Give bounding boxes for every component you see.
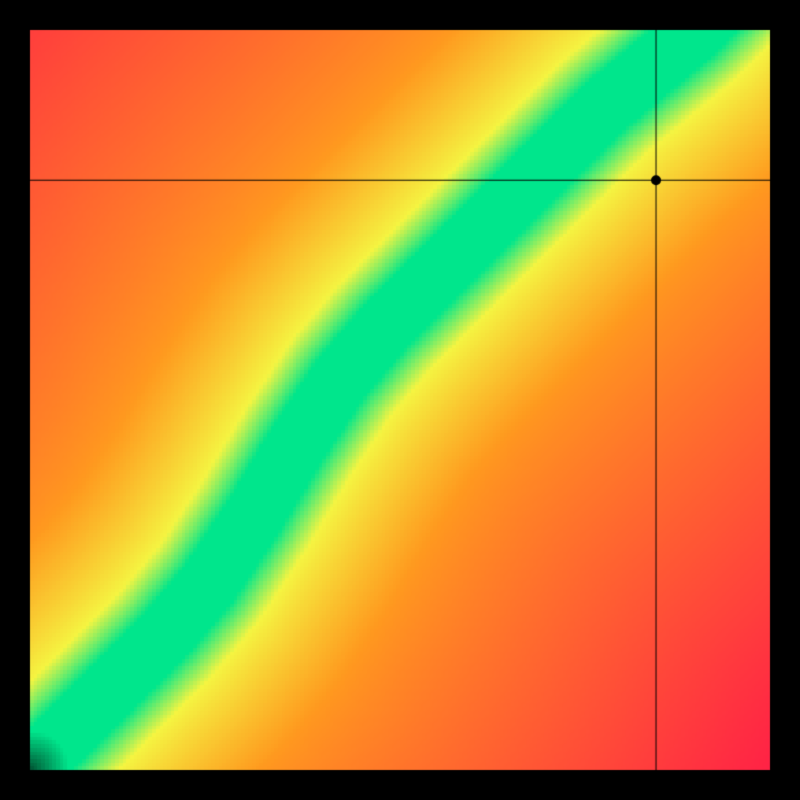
chart-container: TheBottleneck.com xyxy=(0,0,800,800)
heatmap-plot xyxy=(0,0,800,800)
